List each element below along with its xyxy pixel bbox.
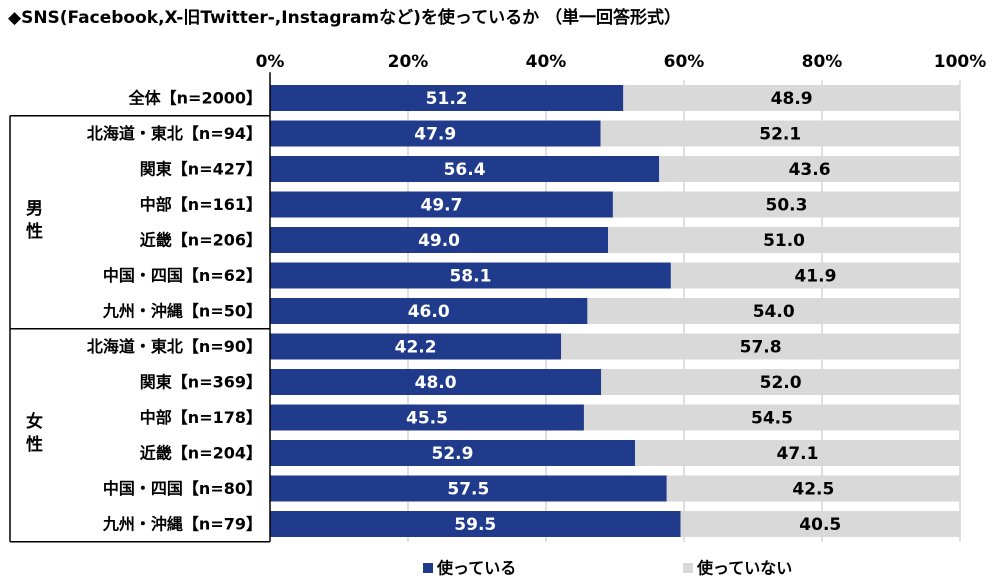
value-label: 52.1 — [759, 125, 801, 145]
value-label: 48.9 — [771, 89, 813, 109]
value-label: 57.5 — [447, 480, 489, 500]
value-label: 42.2 — [395, 338, 437, 358]
bar-segment — [612, 191, 960, 218]
value-label: 50.3 — [765, 196, 807, 216]
value-label: 51.2 — [426, 89, 468, 109]
value-label: 59.5 — [454, 515, 496, 535]
category-label: 九州・沖縄【n=50】 — [102, 302, 262, 321]
category-label: 北海道・東北【n=90】 — [87, 337, 262, 356]
x-tick-label: 100% — [934, 52, 987, 72]
category-label: 近畿【n=206】 — [140, 231, 262, 250]
legend-label: 使っていない — [696, 559, 792, 578]
bar-segment — [623, 85, 961, 111]
group-label: 女性 — [22, 411, 43, 458]
bar-segment — [270, 120, 601, 147]
value-label: 57.8 — [740, 338, 782, 358]
legend-label: 使っている — [436, 559, 516, 578]
chart-title: ◆SNS(Facebook,X-旧Twitter-,Instagramなど)を使… — [8, 7, 681, 28]
value-label: 40.5 — [799, 515, 841, 535]
category-label: 中国・四国【n=62】 — [103, 266, 262, 285]
value-label: 49.0 — [418, 231, 460, 251]
group-label: 男性 — [22, 199, 43, 245]
x-tick-label: 60% — [664, 52, 705, 72]
value-label: 51.0 — [763, 231, 805, 251]
value-label: 58.1 — [449, 267, 491, 287]
value-label: 48.0 — [415, 373, 457, 393]
bar-segment — [583, 404, 960, 431]
bar-segment — [270, 511, 681, 537]
bar-segment — [270, 227, 609, 253]
bar-segment — [659, 156, 960, 182]
bar-segment — [666, 475, 960, 502]
legend-swatch — [423, 563, 433, 573]
value-label: 46.0 — [408, 302, 450, 322]
x-tick-label: 40% — [526, 52, 567, 72]
value-label: 41.9 — [794, 267, 836, 287]
value-label: 56.4 — [444, 160, 486, 180]
value-label: 45.5 — [406, 409, 448, 429]
x-tick-label: 80% — [802, 52, 843, 72]
category-label: 全体【n=2000】 — [128, 89, 262, 108]
bar-segment — [270, 369, 602, 395]
bar-segment — [270, 333, 562, 360]
bar-segment — [670, 262, 960, 289]
value-label: 52.9 — [432, 444, 474, 464]
category-label: 九州・沖縄【n=79】 — [102, 515, 262, 534]
value-label: 52.0 — [760, 373, 802, 393]
bar-segment — [601, 369, 960, 395]
category-label: 中部【n=178】 — [140, 408, 262, 427]
bar-segment — [270, 404, 584, 431]
category-label: 中部【n=161】 — [140, 195, 262, 214]
bar-segment — [608, 227, 960, 253]
value-label: 47.1 — [777, 444, 819, 464]
x-tick-label: 0% — [256, 52, 285, 72]
category-label: 中国・四国【n=80】 — [103, 479, 262, 498]
value-label: 49.7 — [420, 196, 462, 216]
bar-segment — [561, 333, 960, 360]
bar-segment — [270, 191, 613, 218]
bar-segment — [600, 120, 960, 147]
bar-segment — [635, 440, 960, 466]
value-label: 43.6 — [789, 160, 831, 180]
bar-segment — [270, 156, 660, 182]
bar-segment — [680, 511, 960, 537]
x-tick-label: 20% — [388, 52, 429, 72]
value-label: 47.9 — [414, 125, 456, 145]
value-label: 42.5 — [792, 480, 834, 500]
category-label: 近畿【n=204】 — [140, 444, 262, 463]
bar-segment — [270, 262, 671, 289]
category-label: 関東【n=427】 — [140, 160, 262, 179]
category-label: 北海道・東北【n=94】 — [87, 124, 262, 143]
bar-segment — [270, 475, 667, 502]
bar-segment — [270, 440, 636, 466]
bar-segment — [587, 298, 960, 324]
value-label: 54.0 — [753, 302, 795, 322]
value-label: 54.5 — [751, 409, 793, 429]
category-label: 関東【n=369】 — [140, 373, 262, 392]
bar-segment — [270, 85, 624, 111]
bar-segment — [270, 298, 588, 324]
legend-swatch — [683, 563, 693, 573]
